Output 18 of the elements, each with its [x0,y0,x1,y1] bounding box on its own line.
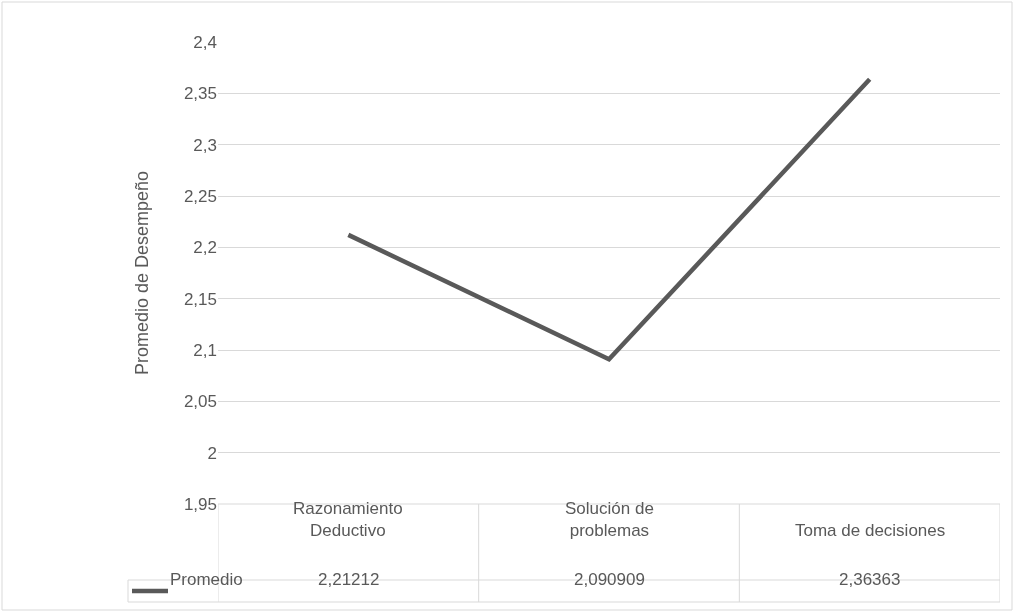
data-label: 2,090909 [574,570,645,589]
y-tick-label: 2,05 [183,392,217,412]
x-tick-label: Razonamiento Deductivo [293,499,403,541]
y-tick-label: 2 [207,443,217,463]
y-axis-title: Promedio de Desempeño [132,170,153,376]
x-tick-label: Solución de problemas [565,499,654,541]
y-tick-label: 2,35 [183,84,217,104]
data-label: 2,21212 [318,570,380,589]
y-tick-label: 1,95 [183,494,217,514]
y-tick-label: 2,3 [193,135,217,155]
y-tick-label: 2,25 [183,186,217,206]
data-label: 2,36363 [839,570,901,589]
x-tick-label: Toma de decisiones [795,521,946,540]
legend-label: Promedio [170,570,243,589]
y-tick-label: 2,1 [193,340,217,360]
y-tick-label: 2,4 [193,32,217,52]
y-tick-label: 2,15 [183,289,217,309]
y-tick-label: 2,2 [193,238,217,258]
